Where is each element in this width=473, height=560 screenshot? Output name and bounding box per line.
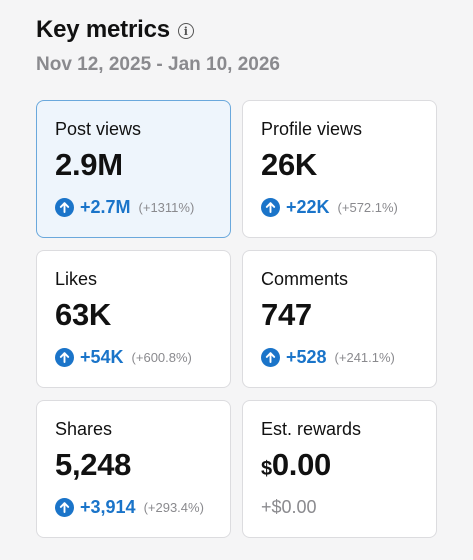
metric-delta-row: +22K (+572.1%): [261, 197, 436, 218]
metric-value: $0.00: [261, 447, 436, 483]
metrics-grid: Post views 2.9M +2.7M (+1311%) Profile v…: [36, 100, 437, 538]
metric-label: Est. rewards: [261, 419, 362, 439]
arrow-up-icon: [261, 198, 280, 217]
header: Key metrics i Nov 12, 2025 - Jan 10, 202…: [36, 16, 280, 76]
metric-delta-percent: (+600.8%): [131, 350, 192, 365]
metric-label: Likes: [55, 269, 98, 289]
metric-card-likes[interactable]: Likes 63K +54K (+600.8%): [36, 250, 231, 388]
metric-delta-row: +54K (+600.8%): [55, 347, 230, 368]
arrow-up-icon: [55, 498, 74, 517]
metric-value: 63K: [55, 297, 111, 332]
metric-delta: +2.7M: [80, 197, 131, 217]
metric-card-post-views[interactable]: Post views 2.9M +2.7M (+1311%): [36, 100, 231, 238]
metric-delta-percent: (+1311%): [138, 200, 195, 215]
arrow-up-icon: [55, 198, 74, 217]
title-row: Key metrics i: [36, 16, 280, 44]
metric-value: 5,248: [55, 447, 132, 482]
metric-value-amount: 0.00: [271, 447, 331, 482]
metric-label: Comments: [261, 269, 349, 289]
metric-value: 26K: [261, 147, 317, 182]
metric-card-shares[interactable]: Shares 5,248 +3,914 (+293.4%): [36, 400, 231, 538]
metric-label: Post views: [55, 119, 142, 139]
info-icon[interactable]: i: [177, 23, 194, 39]
metric-delta: +$0.00: [261, 497, 317, 517]
metric-card-est-rewards[interactable]: Est. rewards $0.00 +$0.00: [242, 400, 437, 538]
date-range[interactable]: Nov 12, 2025 - Jan 10, 2026: [36, 54, 280, 75]
arrow-up-icon: [261, 348, 280, 367]
metric-card-profile-views[interactable]: Profile views 26K +22K (+572.1%): [242, 100, 437, 238]
metric-label: Shares: [55, 419, 113, 439]
metric-delta-row: +3,914 (+293.4%): [55, 497, 230, 518]
metric-delta-percent: (+293.4%): [143, 500, 204, 515]
metric-value: 2.9M: [55, 147, 123, 182]
currency-symbol: $: [261, 458, 272, 480]
metric-delta: +54K: [80, 347, 124, 367]
metric-delta-percent: (+241.1%): [334, 350, 395, 365]
metric-delta-row: +2.7M (+1311%): [55, 197, 230, 218]
metric-label: Profile views: [261, 119, 363, 139]
metric-delta-percent: (+572.1%): [337, 200, 398, 215]
metric-delta: +528: [286, 347, 327, 367]
metric-delta: +22K: [286, 197, 330, 217]
metric-delta: +3,914: [80, 497, 136, 517]
arrow-up-icon: [55, 348, 74, 367]
metric-value: 747: [261, 297, 312, 332]
metric-delta-row: +528 (+241.1%): [261, 347, 436, 368]
page-title: Key metrics: [36, 16, 170, 43]
metric-card-comments[interactable]: Comments 747 +528 (+241.1%): [242, 250, 437, 388]
